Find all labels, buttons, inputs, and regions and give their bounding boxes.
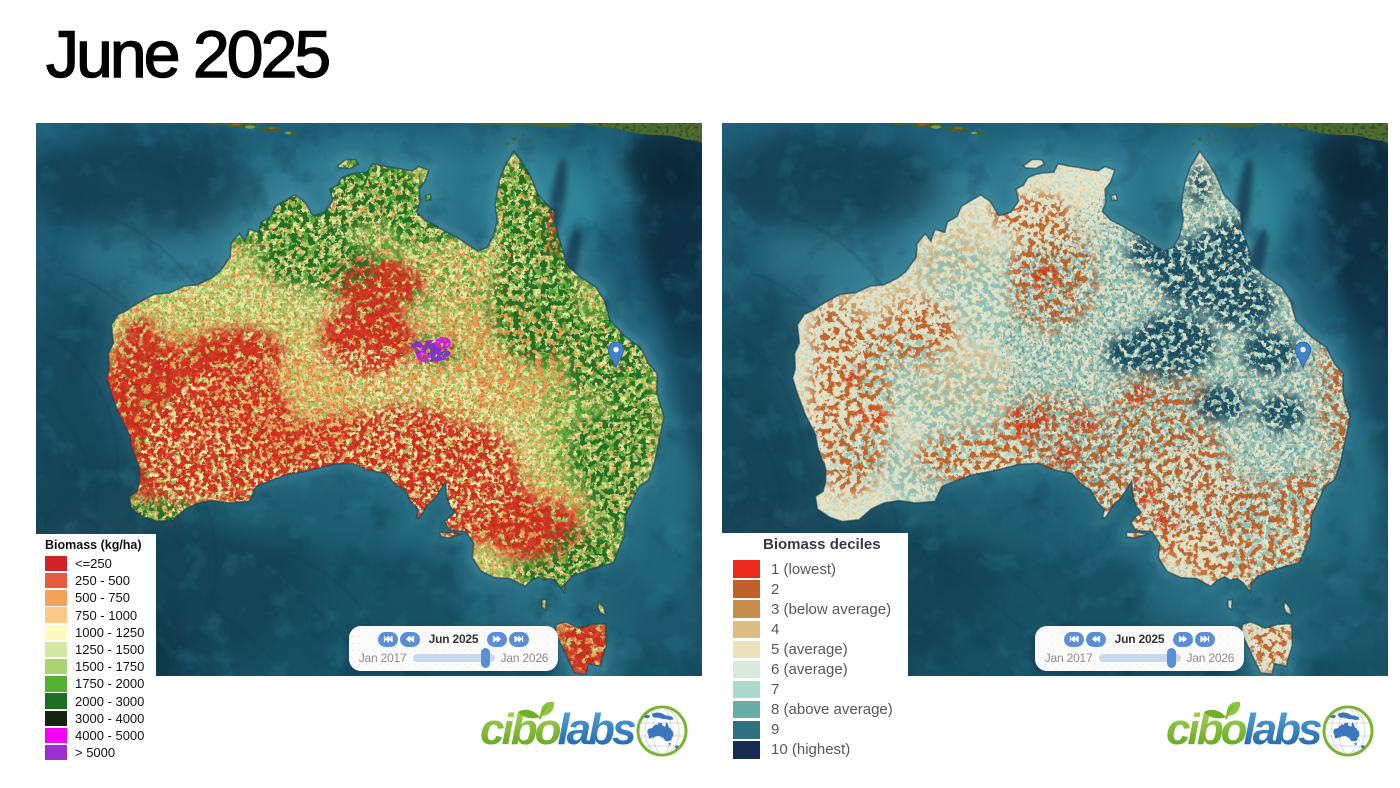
svg-text:cibolabs: cibolabs xyxy=(1166,705,1321,754)
svg-text:cibolabs: cibolabs xyxy=(480,705,635,754)
